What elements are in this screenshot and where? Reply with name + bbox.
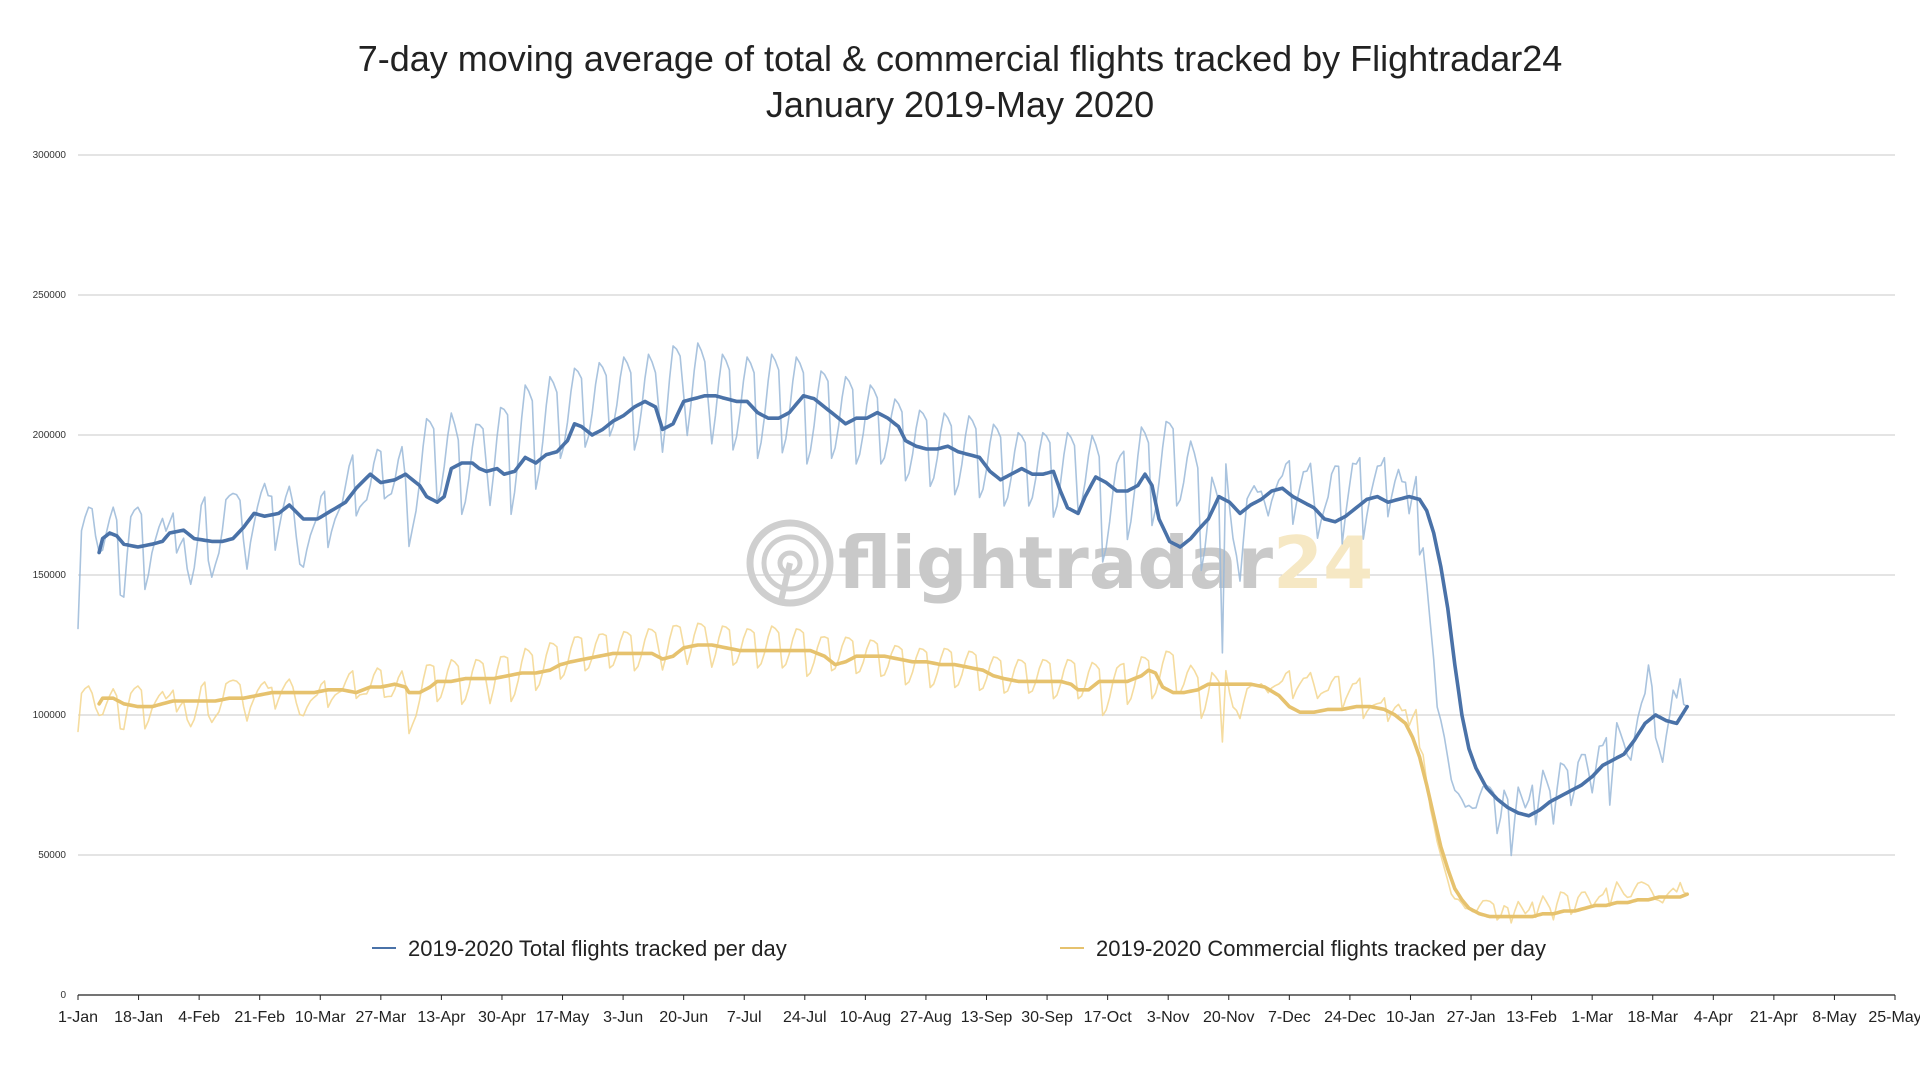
x-tick-label: 4-Feb <box>178 1009 220 1026</box>
total-flights-daily-line <box>77 342 1688 857</box>
series-lines <box>77 342 1689 924</box>
x-tick-label: 24-Jul <box>783 1009 827 1026</box>
x-tick-label: 1-Jan <box>58 1009 98 1026</box>
x-tick-label: 13-Sep <box>961 1009 1013 1026</box>
legend-label: 2019-2020 Commercial flights tracked per… <box>1096 936 1546 961</box>
y-tick-label: 300000 <box>33 150 67 161</box>
x-tick-label: 10-Jan <box>1386 1009 1435 1026</box>
x-tick-label: 7-Dec <box>1268 1009 1311 1026</box>
x-tick-label: 24-Dec <box>1324 1009 1376 1026</box>
y-tick-label: 150000 <box>33 570 67 581</box>
y-axis-ticks: 0 50000 100000 150000 200000 250000 300000 <box>33 150 67 1001</box>
commercial-flights-average-line <box>97 643 1689 919</box>
flightradar24-watermark: flightradar24 <box>746 519 1373 607</box>
x-tick-label: 20-Nov <box>1203 1009 1255 1026</box>
x-tick-label: 30-Apr <box>478 1009 527 1026</box>
x-tick-label: 20-Jun <box>659 1009 708 1026</box>
x-tick-label: 7-Jul <box>727 1009 762 1026</box>
x-tick-label: 13-Feb <box>1506 1009 1557 1026</box>
x-tick-label: 21-Apr <box>1750 1009 1799 1026</box>
x-tick-label: 21-Feb <box>234 1009 285 1026</box>
x-tick-label: 3-Jun <box>603 1009 643 1026</box>
y-tick-label: 50000 <box>38 850 66 861</box>
legend: 2019-2020 Total flights tracked per day 2… <box>372 936 1546 961</box>
x-tick-label: 10-Aug <box>840 1009 892 1026</box>
x-axis: 1-Jan 18-Jan 4-Feb 21-Feb 10-Mar 27-Mar 13-Apr… <box>58 995 1920 1026</box>
x-tick-label: 30-Sep <box>1021 1009 1073 1026</box>
chart-title-line1: 7-day moving average of total & commerci… <box>357 38 1563 79</box>
radar-logo-icon <box>746 519 834 607</box>
x-tick-label: 1-Mar <box>1571 1009 1613 1026</box>
watermark-text: flightradar24 <box>838 521 1373 605</box>
commercial-flights-daily-line <box>77 622 1688 924</box>
y-tick-label: 100000 <box>33 710 67 721</box>
chart-subtitle: January 2019-May 2020 <box>765 84 1155 125</box>
x-tick-label: 3-Nov <box>1147 1009 1190 1026</box>
total-flights-average-line <box>97 394 1689 818</box>
x-tick-label: 4-Apr <box>1694 1009 1734 1026</box>
x-tick-label: 25-May <box>1868 1009 1920 1026</box>
y-tick-label: 200000 <box>33 430 67 441</box>
x-tick-label: 27-Aug <box>900 1009 952 1026</box>
watermark-accent: 24 <box>1273 521 1373 605</box>
y-tick-label: 250000 <box>33 290 67 301</box>
x-tick-label: 17-Oct <box>1084 1009 1133 1026</box>
y-tick-label: 0 <box>60 990 66 1001</box>
x-tick-label: 18-Mar <box>1627 1009 1678 1026</box>
watermark-main: flightradar <box>838 521 1273 605</box>
chart-title: 7-day moving average of total & commerci… <box>0 36 1920 128</box>
x-tick-label: 18-Jan <box>114 1009 163 1026</box>
x-tick-label: 10-Mar <box>295 1009 346 1026</box>
x-tick-label: 13-Apr <box>417 1009 466 1026</box>
x-tick-label: 27-Jan <box>1447 1009 1496 1026</box>
x-tick-label: 8-May <box>1812 1009 1856 1026</box>
legend-label: 2019-2020 Total flights tracked per day <box>408 936 787 961</box>
x-tick-label: 17-May <box>536 1009 589 1026</box>
x-tick-label: 27-Mar <box>355 1009 406 1026</box>
